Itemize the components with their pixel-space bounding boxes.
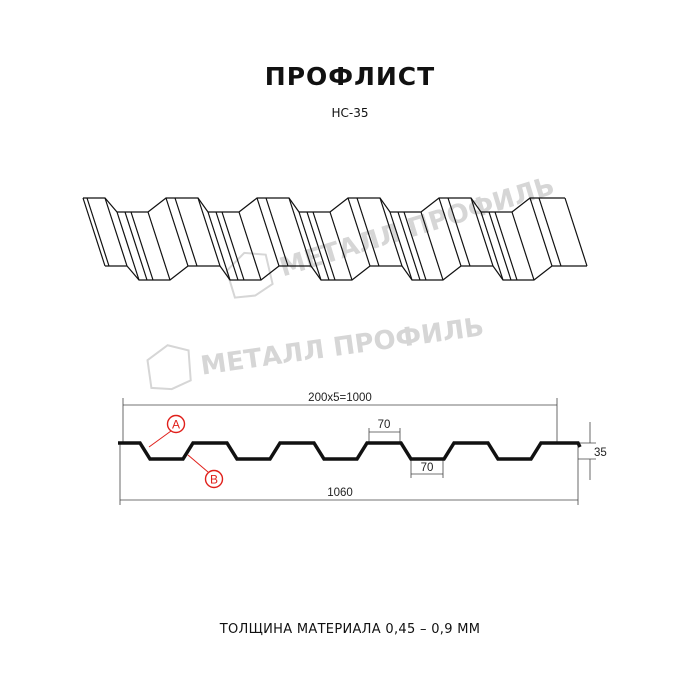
sheet-edge-line [288,197,312,267]
sheet-edge-line [379,197,403,267]
sheet-edge-line [124,211,148,281]
sheet-edge-line [174,197,198,267]
watermark-2: МЕТАЛЛ ПРОФИЛЬ [146,312,486,391]
sheet-edge-line [147,211,171,281]
sheet-edge-line [511,211,535,281]
sheet-edge-line [165,197,189,267]
sheet-edge-line [82,197,106,267]
sheet-edge-line [130,211,154,281]
material-thickness: ТОЛЩИНА МАТЕРИАЛА 0,45 – 0,9 ММ [219,622,481,637]
dimension-lines [119,398,596,505]
marker-b: B [187,454,224,489]
cross-section-profile [118,441,582,461]
sheet-edge-line [447,197,471,267]
sheet-edge-line [564,197,588,267]
sheet-edge-line [207,211,231,281]
height-label: 35 [594,447,607,459]
logo-icon [225,251,274,299]
working-width-label: 200x5=1000 [308,392,372,404]
sheet-edge-line [494,211,518,281]
sheet-edge-line [306,211,330,281]
sheet-edge-line [329,211,353,281]
page-title: ПРОФЛИСТ [264,62,436,91]
sheet-edge-line [256,197,280,267]
sheet-edge-line [298,211,322,281]
logo-icon [146,344,192,391]
marker-a: A [148,414,186,448]
crest-width-label: 70 [378,419,391,431]
sheet-edge-line [538,197,562,267]
sheet-edge-line [529,197,553,267]
sheet-edge-line [480,211,504,281]
sheet-edge-line [221,211,245,281]
sheet-edge-line [86,197,110,267]
sheet-3d-view [82,197,588,281]
model-label: НС-35 [331,106,369,120]
sheet-edge-line [105,265,587,281]
sheet-edge-line [238,211,262,281]
sheet-edge-line [397,211,421,281]
sheet-edge-line [389,211,413,281]
valley-width-label: 70 [421,462,434,474]
sheet-edge-line [438,197,462,267]
sheet-edge-line [197,197,221,267]
sheet-edge-line [356,197,380,267]
sheet-edge-line [83,197,565,213]
marker-a-label: A [172,418,180,432]
sheet-edge-line [116,211,140,281]
sheet-edge-line [347,197,371,267]
sheet-edge-line [470,197,494,267]
total-width-label: 1060 [327,487,353,499]
sheet-edge-line [265,197,289,267]
sheet-edge-line [488,211,512,281]
sheet-edge-line [215,211,239,281]
sheet-edge-line [420,211,444,281]
sheet-edge-line [104,197,128,267]
watermark-text: МЕТАЛЛ ПРОФИЛЬ [199,312,486,381]
marker-b-label: B [210,473,218,487]
sheet-edge-line [312,211,336,281]
sheet-edge-line [403,211,427,281]
